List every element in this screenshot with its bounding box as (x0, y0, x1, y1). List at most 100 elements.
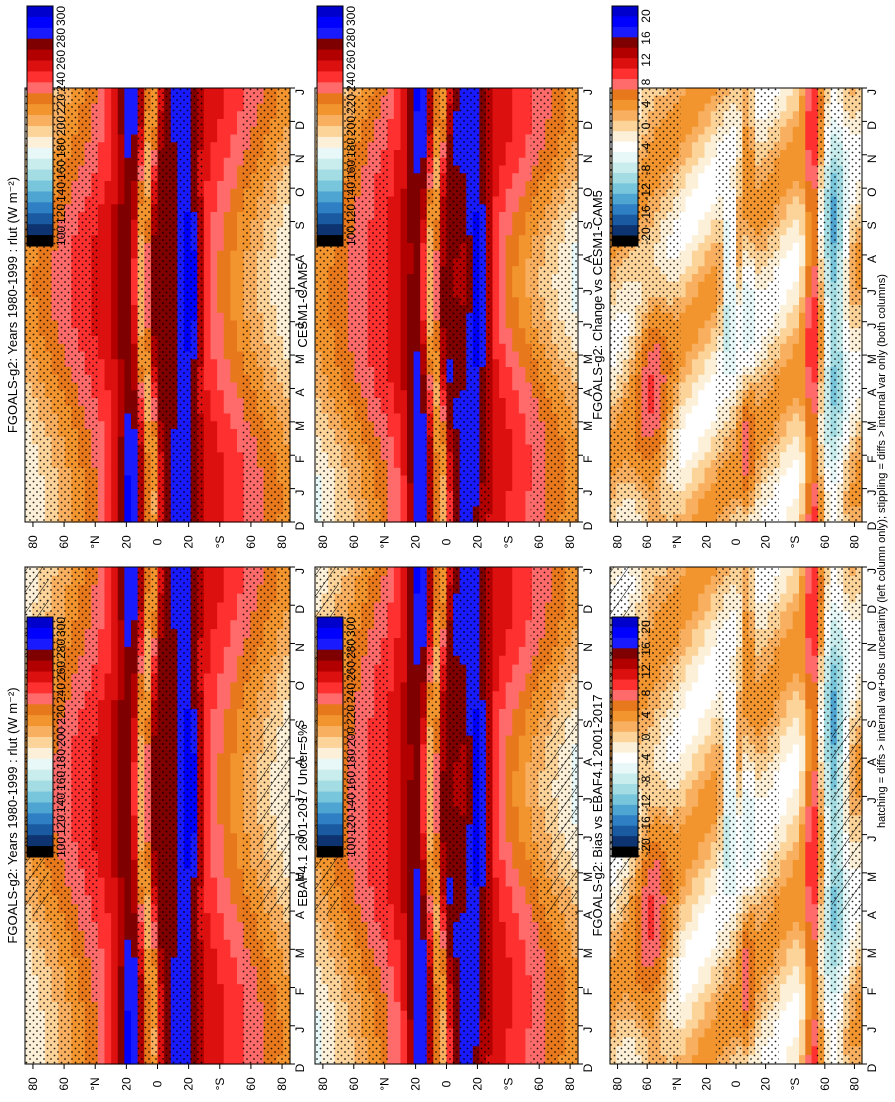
panel-title: EBAF4.1 2001-2017 Uncer=5% (295, 724, 310, 907)
heat-cell (393, 1010, 402, 1021)
heat-cell (400, 957, 408, 967)
heat-cell (237, 780, 245, 790)
heat-cell (400, 700, 408, 710)
heat-cell (400, 948, 408, 959)
heat-cell (223, 567, 231, 577)
heat-cell (512, 1055, 520, 1065)
heat-cell (512, 717, 520, 728)
heat-cell (499, 913, 507, 923)
heat-cell (237, 948, 245, 959)
heat-cell (217, 984, 225, 994)
heat-cell (512, 984, 520, 994)
heat-cell (210, 673, 218, 683)
heat-cell (393, 877, 402, 888)
heat-cell (104, 895, 112, 905)
heat-cell (525, 771, 533, 781)
colorbar-swatch (317, 693, 343, 705)
heat-cell (111, 762, 119, 772)
heat-cell (387, 700, 395, 710)
colorbar-swatch (27, 824, 53, 836)
heat-cell (117, 788, 125, 799)
heat-cell (400, 709, 408, 719)
heat-cell (505, 1046, 513, 1056)
heat-cell (223, 638, 231, 648)
heat-cell (407, 851, 415, 861)
heat-cell (117, 886, 125, 896)
heat-cell (420, 984, 428, 994)
heat-cell (420, 780, 428, 790)
month-label: D (293, 1063, 307, 1072)
heat-cell (499, 771, 507, 781)
heat-cell (97, 842, 106, 852)
colorbar-swatch (317, 649, 343, 662)
heat-cell (518, 735, 526, 746)
heat-cell (217, 780, 225, 790)
heat-cell (104, 788, 112, 799)
heat-cell (223, 762, 231, 772)
heat-cell (420, 629, 428, 639)
heat-cell (505, 966, 513, 976)
heat-cell (420, 593, 428, 604)
heat-cell (237, 797, 245, 808)
lat-label: °N (378, 1077, 392, 1090)
heat-cell (230, 682, 238, 692)
heat-cell (131, 833, 139, 843)
heat-cell (230, 638, 238, 648)
heat-cell (393, 602, 402, 612)
heat-cell (203, 780, 212, 790)
heat-cell (131, 593, 139, 604)
heat-cell (124, 709, 132, 719)
heat-cell (499, 859, 507, 870)
heat-cell (111, 984, 119, 994)
heat-cell (400, 629, 408, 639)
heat-cell (407, 664, 415, 675)
heat-cell (217, 930, 225, 941)
heat-cell (117, 664, 125, 675)
heat-cell (420, 993, 428, 1003)
lat-label: °N (88, 1077, 102, 1090)
heat-cell (203, 682, 212, 692)
heat-cell (230, 611, 238, 621)
heat-cell (124, 913, 132, 923)
month-label: F (293, 988, 307, 995)
heat-cell (420, 771, 428, 781)
heat-cell (104, 797, 112, 808)
heat-cell (499, 1046, 507, 1056)
heat-cell (518, 939, 526, 950)
heat-cell (400, 922, 408, 932)
heat-cell (217, 655, 225, 666)
heat-cell (512, 567, 520, 577)
heat-cell (111, 673, 119, 683)
heat-cell (492, 709, 500, 719)
colorbar-swatch (317, 835, 343, 847)
heat-cell (230, 567, 238, 577)
heat-cell (97, 682, 106, 692)
heat-cell (413, 957, 421, 967)
heat-cell (499, 833, 507, 843)
colorbar-tick-label: 220 (344, 705, 358, 725)
heat-cell (413, 646, 421, 657)
heat-cell (512, 851, 520, 861)
heat-cell (230, 868, 238, 879)
heat-cell (237, 815, 245, 825)
heat-cell (124, 735, 132, 746)
heat-cell (525, 691, 533, 701)
heat-cell (111, 575, 119, 586)
heat-cell (131, 780, 139, 790)
heat-cell (203, 753, 212, 763)
heat-cell (407, 1028, 415, 1038)
heat-cell (217, 895, 225, 905)
heat-cell (518, 682, 526, 692)
heat-cell (420, 744, 428, 754)
heat-cell (505, 904, 513, 914)
heat-cell (387, 567, 395, 577)
heat-cell (499, 815, 507, 825)
heat-cell (210, 1037, 218, 1047)
heat-cell (525, 886, 533, 896)
heat-cell (230, 691, 238, 701)
heat-cell (117, 611, 125, 621)
heat-cell (104, 868, 112, 879)
heat-cell (387, 868, 395, 879)
heat-cell (400, 611, 408, 621)
heat-cell (230, 886, 238, 896)
